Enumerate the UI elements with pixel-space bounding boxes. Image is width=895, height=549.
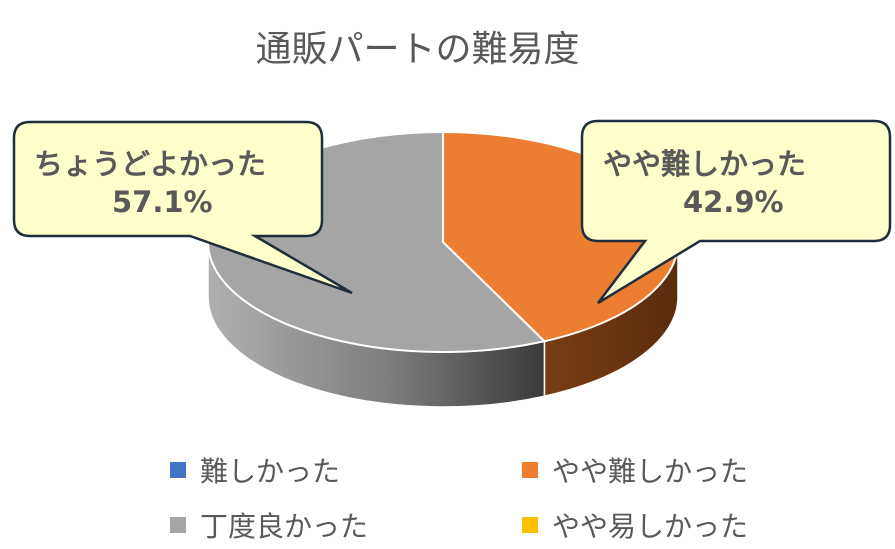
legend-item-2: 丁度良かった (170, 505, 368, 545)
callout-left-category: ちょうどよかった (34, 147, 267, 181)
callout-left-value: 57.1% (112, 185, 213, 219)
legend-swatch-yellow (522, 517, 538, 533)
legend-swatch-orange (522, 462, 538, 478)
callout-left-label: ちょうどよかった 57.1% (34, 145, 266, 221)
callouts (12, 119, 892, 305)
legend-label-0: 難しかった (200, 455, 341, 488)
chart-title: 通販パートの難易度 (255, 29, 580, 70)
legend-label-2: 丁度良かった (200, 510, 369, 543)
callout-left-bubble (12, 120, 353, 295)
legend-label-1: やや難しかった (552, 455, 749, 488)
callout-right-value: 42.9% (683, 185, 784, 219)
callout-right-category: やや難しかった (603, 147, 807, 181)
legend-swatch-blue (170, 462, 186, 478)
callout-right-bubble (580, 119, 892, 305)
legend-swatch-gray (170, 517, 186, 533)
legend-item-0: 難しかった (170, 450, 340, 490)
legend-label-3: やや易しかった (552, 510, 749, 543)
legend-item-1: やや難しかった (522, 450, 748, 490)
callout-right-label: やや難しかった 42.9% (603, 145, 806, 221)
legend-item-3: やや易しかった (522, 505, 748, 545)
